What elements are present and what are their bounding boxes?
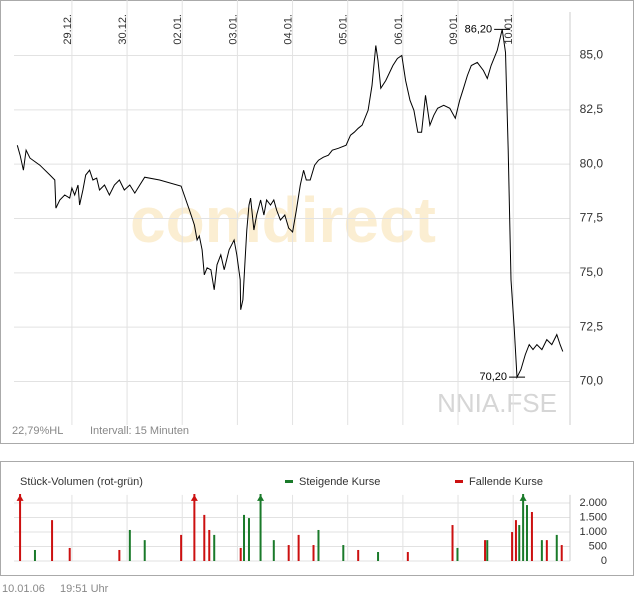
y-tick-label: 80,0 [580,156,604,170]
volume-bar [193,494,196,561]
x-tick-label: 02.01. [172,14,184,45]
y-tick-label: 1.500 [579,511,607,523]
volume-bar [511,532,514,561]
y-tick-label: 70,0 [580,374,604,388]
legend-swatch [285,480,293,483]
legend-swatch [455,480,463,483]
volume-bar [530,512,533,561]
volume-bar [456,547,459,561]
volume-bar [518,525,521,561]
y-tick-label: 82,5 [580,102,604,116]
volume-bar [486,540,489,561]
overflow-arrow [257,494,265,501]
volume-bar [514,520,517,561]
x-tick-label: 30.12. [117,14,129,45]
range-label: 22,79%HL [12,425,63,437]
overflow-arrow [519,494,527,501]
volume-bar [272,540,275,561]
footer-date: 10.01.06 [2,583,45,595]
volume-bar [522,494,525,561]
x-tick-label: 06.01. [393,14,405,45]
volume-bar [451,525,454,561]
interval-label: Intervall: 15 Minuten [90,425,189,437]
volume-bar [143,540,146,561]
volume-panel [0,461,634,576]
volume-bar [19,494,22,561]
volume-bar [342,545,345,561]
y-tick-label: 500 [589,540,607,552]
volume-bar [312,545,315,561]
volume-bar [128,529,131,561]
volume-bar [377,552,380,561]
volume-bar [317,529,320,561]
price-line [16,29,564,380]
volume-bar [239,547,242,561]
y-tick-label: 1.000 [579,526,607,538]
volume-bar [555,534,558,561]
volume-bar [259,494,262,561]
y-tick-label: 2.000 [579,497,607,509]
legend-label: Steigende Kurse [299,476,380,488]
volume-bar [247,518,250,561]
price-panel [0,0,634,444]
volume-bar [357,549,360,561]
overflow-arrow [190,494,198,501]
volume-bar [118,549,121,561]
volume-bar [51,520,54,561]
volume-bars [19,494,563,561]
annotation-label: 70,20 [480,371,508,383]
volume-title: Stück-Volumen (rot-grün) [20,476,143,488]
volume-bar [208,529,211,561]
y-tick-label: 0 [601,555,607,567]
volume-bar [68,547,71,561]
volume-bar [545,540,548,561]
volume-bar [213,534,216,561]
footer-time: 19:51 Uhr [60,583,109,595]
volume-bar [484,540,487,561]
x-tick-label: 03.01. [227,14,239,45]
y-tick-label: 72,5 [580,319,604,333]
volume-bar [297,534,300,561]
x-tick-label: 29.12. [62,14,74,45]
symbol: NNIA.FSE [437,388,557,418]
watermark: comdirect [130,184,436,256]
volume-bar [243,514,246,561]
y-tick-label: 77,5 [580,211,604,225]
volume-bar [560,545,563,561]
legend-label: Fallende Kurse [469,476,543,488]
volume-bar [287,545,290,561]
volume-bar [203,514,206,561]
volume-bar [540,540,543,561]
y-tick-label: 75,0 [580,265,604,279]
annotation-label: 86,20 [465,23,493,35]
x-tick-label: 09.01. [448,14,460,45]
volume-bar [525,505,528,561]
volume-bar [33,549,36,561]
x-tick-label: 04.01. [282,14,294,45]
volume-bar [406,552,409,561]
overflow-arrow [16,494,24,501]
x-tick-label: 05.01. [338,14,350,45]
y-tick-label: 85,0 [580,48,604,62]
volume-bar [180,534,183,561]
